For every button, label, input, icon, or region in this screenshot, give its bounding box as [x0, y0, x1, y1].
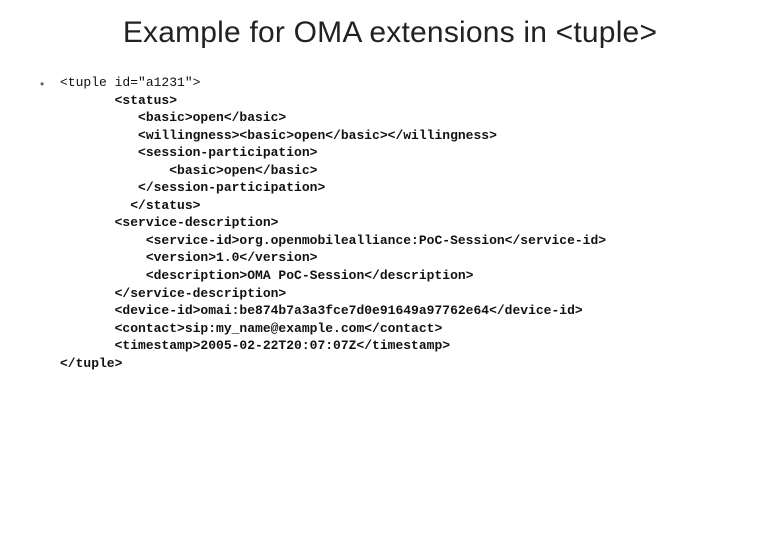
code-line: </status>	[60, 198, 200, 213]
code-line: <session-participation>	[60, 145, 317, 160]
code-line: <basic>open</basic>	[60, 163, 317, 178]
code-line: <service-id>org.openmobilealliance:PoC-S…	[60, 233, 606, 248]
content-row: • <tuple id="a1231"> <status> <basic>ope…	[40, 74, 740, 372]
bullet-icon: •	[40, 77, 50, 91]
slide-container: Example for OMA extensions in <tuple> • …	[0, 0, 780, 540]
code-line: <device-id>omai:be874b7a3a3fce7d0e91649a…	[60, 303, 583, 318]
code-line: <timestamp>2005-02-22T20:07:07Z</timesta…	[60, 338, 450, 353]
code-line: <version>1.0</version>	[60, 250, 317, 265]
code-line: <service-description>	[60, 215, 278, 230]
code-line: </service-description>	[60, 286, 286, 301]
code-line: <description>OMA PoC-Session</descriptio…	[60, 268, 473, 283]
code-line: <tuple id="a1231">	[60, 75, 200, 90]
xml-code-block: <tuple id="a1231"> <status> <basic>open<…	[60, 74, 606, 372]
code-line: </session-participation>	[60, 180, 325, 195]
code-line: </tuple>	[60, 356, 122, 371]
code-line: <willingness><basic>open</basic></willin…	[60, 128, 497, 143]
slide-title: Example for OMA extensions in <tuple>	[40, 16, 740, 50]
code-line: <basic>open</basic>	[60, 110, 286, 125]
code-line: <status>	[60, 93, 177, 108]
code-line: <contact>sip:my_name@example.com</contac…	[60, 321, 442, 336]
